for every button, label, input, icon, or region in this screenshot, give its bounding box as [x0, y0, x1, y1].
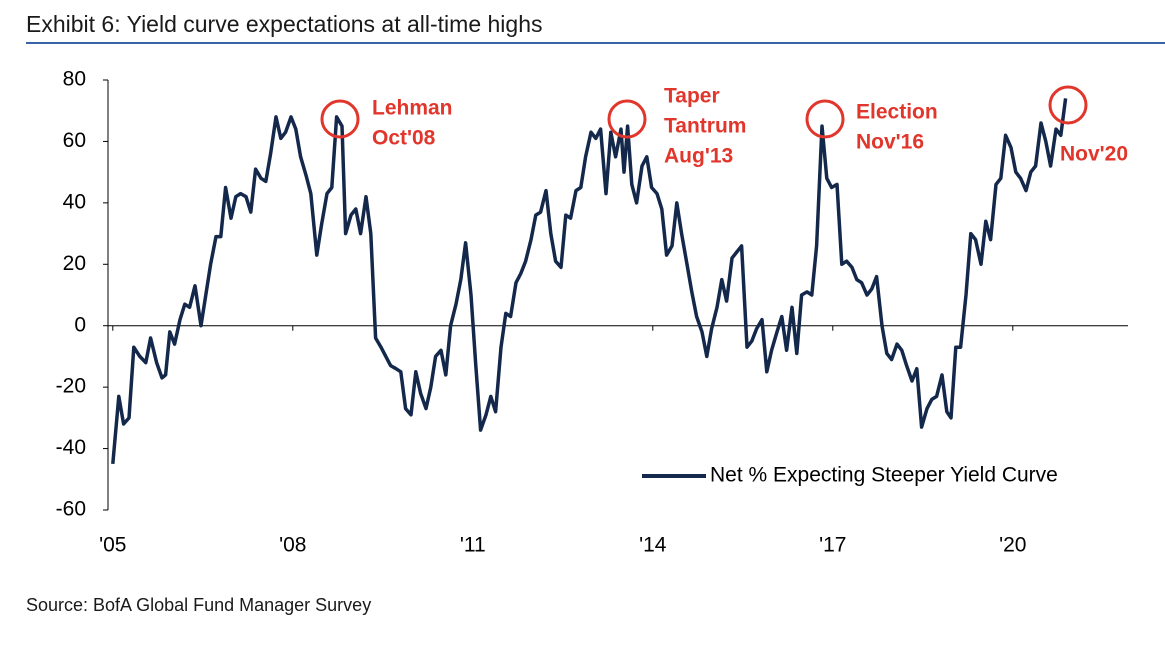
legend-label: Net % Expecting Steeper Yield Curve	[710, 464, 1058, 487]
x-tick-label: '14	[639, 534, 667, 557]
annotation-text: Aug'13	[664, 145, 733, 168]
y-tick-label: -40	[56, 436, 86, 459]
y-tick-label: 40	[63, 190, 86, 213]
annotation-text: Taper	[664, 85, 720, 108]
annotation-text: Election	[856, 101, 938, 124]
annotation-text: Oct'08	[372, 127, 436, 150]
x-tick-label: '08	[279, 534, 306, 557]
annotation-text: Lehman	[372, 97, 453, 120]
annotation-circle	[320, 99, 360, 139]
y-tick-label: 0	[74, 313, 86, 336]
annotation-circle	[805, 99, 845, 139]
chart-title: Exhibit 6: Yield curve expectations at a…	[26, 11, 543, 37]
annotation-text: Nov'16	[856, 131, 924, 154]
y-tick-label: 60	[63, 129, 86, 152]
x-tick-label: '05	[99, 534, 126, 557]
annotation-text: Tantrum	[664, 115, 746, 138]
x-tick-label: '20	[999, 534, 1026, 557]
x-tick-label: '11	[460, 534, 486, 557]
y-tick-label: 80	[63, 68, 86, 91]
x-tick-label: '17	[819, 534, 846, 557]
annotation-circle	[607, 99, 647, 139]
y-tick-label: 20	[63, 252, 86, 275]
annotation-circle	[1048, 85, 1088, 125]
annotation-text: Nov'20	[1060, 143, 1128, 166]
y-tick-label: -60	[56, 498, 86, 521]
source: Source: BofA Global Fund Manager Survey	[26, 595, 371, 615]
data-line	[111, 98, 1068, 465]
y-tick-label: -20	[56, 375, 86, 398]
